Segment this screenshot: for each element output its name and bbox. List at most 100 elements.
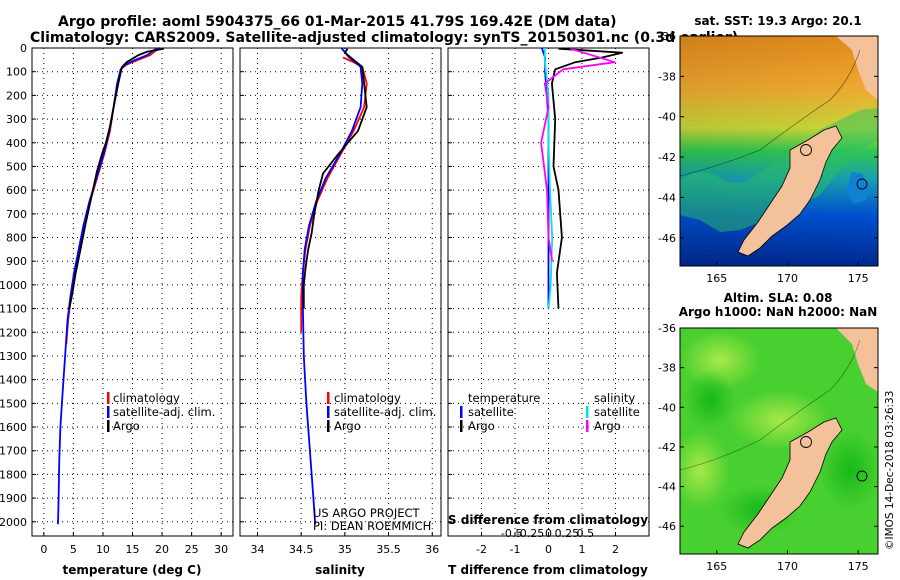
x-tick-label: 34.5 <box>289 543 314 556</box>
grid-lines <box>32 48 649 536</box>
depth-tick-label: 1700 <box>0 445 27 458</box>
series-line-argo <box>68 47 164 309</box>
sla-low-blob <box>685 370 735 430</box>
alt-contour-1000m <box>680 339 861 471</box>
depth-tick-label: 300 <box>6 113 27 126</box>
legend-climatology: climatology <box>334 391 401 405</box>
series-line-argo <box>302 48 368 309</box>
lat-tick-label: -46 <box>658 520 676 533</box>
south-island-land <box>737 125 843 257</box>
series-line-s-argo <box>540 47 616 262</box>
legend-swatch-satellite <box>327 406 330 418</box>
sst-contour-1000m <box>680 49 861 177</box>
x-tick-label: 30 <box>214 543 228 556</box>
sst-eddy <box>846 172 870 204</box>
legend-swatch-t-argo <box>460 420 463 432</box>
s-tick-label: 0.5 <box>577 527 595 540</box>
x-axes: 0 5 10 15 20 25 30 34 34.5 35 35.5 36 -2 -1 0 1 2 -0.5-0.… <box>40 527 619 556</box>
north-island-land <box>836 36 878 100</box>
x-tick-label: 15 <box>126 543 140 556</box>
depth-tick-label: 500 <box>6 160 27 173</box>
legend-satellite: satellite-adj. clim. <box>113 405 215 419</box>
x-tick-label: 25 <box>185 543 199 556</box>
series-line-satellite-adj-clim- <box>57 47 160 525</box>
sla-low-blob <box>820 430 878 510</box>
temperature-panel <box>31 47 234 537</box>
x-tick-label: 10 <box>96 543 110 556</box>
x-tick-label: 20 <box>155 543 169 556</box>
x-tick-label: -1 <box>510 543 521 556</box>
credit-project: US ARGO PROJECT <box>313 506 421 520</box>
lat-tick-label: -36 <box>658 322 676 335</box>
legend-salinity-title: salinity <box>594 391 635 405</box>
temperature-legend: climatology satellite-adj. clim. Argo <box>107 391 215 433</box>
salinity-axis-label: salinity <box>315 563 365 577</box>
x-tick-label: 34 <box>250 543 264 556</box>
depth-tick-label: 1400 <box>0 374 27 387</box>
x-tick-label: 2 <box>612 543 619 556</box>
legend-swatch-climatology <box>327 392 330 404</box>
depth-tick-label: 800 <box>6 232 27 245</box>
north-island-land <box>836 328 878 392</box>
legend-swatch-climatology <box>107 392 110 404</box>
temperature-axis-label: temperature (deg C) <box>63 563 202 577</box>
legend-argo: Argo <box>334 419 361 433</box>
depth-tick-label: 1300 <box>0 350 27 363</box>
alt-lon-ticks: 165 170 175 <box>706 550 869 573</box>
alt-eddy-marker <box>856 470 868 482</box>
altimetry-map <box>680 328 878 554</box>
title-line-2: Climatology: CARS2009. Satellite-adjuste… <box>30 30 738 46</box>
x-tick-label: -2 <box>476 543 487 556</box>
s-tick-label: 0.25 <box>555 527 580 540</box>
depth-tick-label: 1000 <box>0 279 27 292</box>
sla-high-blob <box>680 430 730 510</box>
lat-tick-label: -36 <box>658 30 676 43</box>
legend-s-satellite: satellite <box>594 405 640 419</box>
legend-swatch-satellite <box>107 406 110 418</box>
x-tick-label: 36 <box>425 543 439 556</box>
lon-tick-label: 165 <box>706 272 727 285</box>
x-tick-label: 0 <box>40 543 47 556</box>
series-line-climatology <box>65 47 163 345</box>
depth-tick-label: 0 <box>20 42 27 55</box>
salinity-panel <box>239 47 442 537</box>
lon-tick-label: 170 <box>777 560 798 573</box>
lat-tick-label: -38 <box>658 70 676 83</box>
lat-tick-label: -42 <box>658 151 676 164</box>
depth-tick-label: 1500 <box>0 397 27 410</box>
sst-map-frame <box>679 35 879 267</box>
series-line-s-satellite <box>543 48 554 309</box>
x-tick-label: 0 <box>545 543 552 556</box>
lon-tick-label: 175 <box>848 272 869 285</box>
depth-tick-label: 2000 <box>0 516 27 529</box>
salinity-legend: climatology satellite-adj. clim. Argo <box>327 391 436 433</box>
x-tick-label: 1 <box>579 543 586 556</box>
depth-tick-label: 900 <box>6 255 27 268</box>
lon-tick-label: 170 <box>777 272 798 285</box>
legend-argo: Argo <box>113 419 140 433</box>
sst-lon-ticks: 165 170 175 <box>706 262 869 285</box>
lat-tick-label: -40 <box>658 401 676 414</box>
s-tick-label: 0 <box>545 527 552 540</box>
s-tick-label: -0.5 <box>501 527 522 540</box>
s-tick-label: -0.25 <box>516 527 544 540</box>
difference-legend: temperature satellite Argo salinity sate… <box>460 391 640 433</box>
legend-satellite: satellite-adj. clim. <box>334 405 436 419</box>
argo-position-marker <box>800 436 812 448</box>
s-difference-axis-label: S difference from climatology <box>448 513 648 527</box>
legend-swatch-t-satellite <box>460 406 463 418</box>
sst-map-title: sat. SST: 19.3 Argo: 20.1 <box>694 14 861 28</box>
legend-s-argo: Argo <box>594 419 621 433</box>
lat-tick-label: -42 <box>658 441 676 454</box>
depth-axis: 0 100 200 300 400 500 600 700 800 900 1000 1100 1200… <box>0 42 452 529</box>
altimetry-map-frame <box>679 327 879 555</box>
lat-tick-label: -40 <box>658 111 676 124</box>
depth-tick-label: 1800 <box>0 468 27 481</box>
t-difference-axis-label: T difference from climatology <box>448 563 648 577</box>
x-tick-label: 5 <box>70 543 77 556</box>
altimetry-title-1: Altim. SLA: 0.08 <box>724 291 833 305</box>
lat-tick-label: -44 <box>658 481 676 494</box>
depth-tick-label: 1900 <box>0 492 27 505</box>
legend-swatch-s-argo <box>586 420 589 432</box>
